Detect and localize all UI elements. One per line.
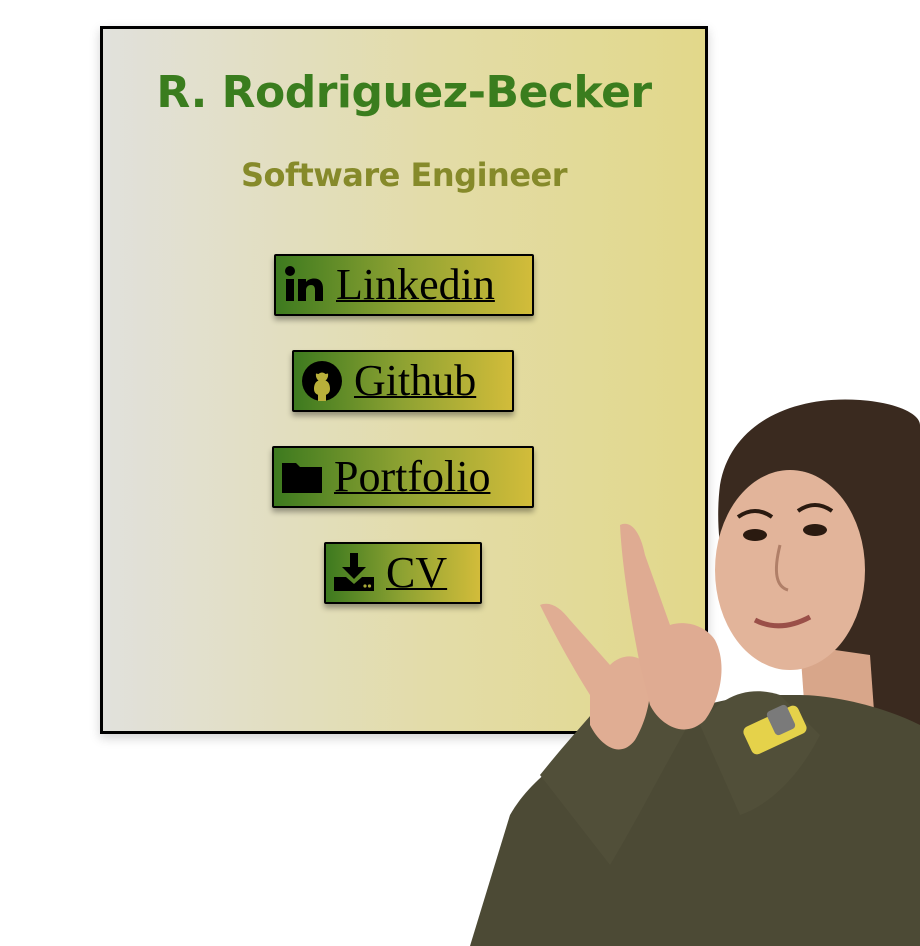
github-icon bbox=[300, 359, 344, 403]
download-icon bbox=[332, 551, 376, 595]
folder-icon bbox=[280, 455, 324, 499]
linkedin-icon bbox=[282, 263, 326, 307]
photo-hand-right bbox=[620, 523, 722, 730]
cv-label: CV bbox=[386, 548, 448, 597]
profile-card: R. Rodriguez-Becker Software Engineer bbox=[100, 26, 708, 734]
github-link-button[interactable]: Github bbox=[292, 350, 514, 412]
photo-sweater bbox=[470, 695, 920, 946]
linkedin-link-button[interactable]: Linkedin bbox=[274, 254, 534, 316]
photo-hand-left bbox=[540, 603, 651, 750]
photo-face bbox=[715, 470, 865, 670]
portfolio-link-button[interactable]: Portfolio bbox=[272, 446, 534, 508]
linkedin-label: Linkedin bbox=[336, 260, 495, 309]
portfolio-label: Portfolio bbox=[334, 452, 491, 501]
cv-download-button[interactable]: CV bbox=[324, 542, 482, 604]
profile-name: R. Rodriguez-Becker bbox=[156, 67, 652, 118]
github-label: Github bbox=[354, 356, 477, 405]
profile-photo bbox=[470, 399, 920, 946]
profile-title: Software Engineer bbox=[240, 156, 568, 194]
